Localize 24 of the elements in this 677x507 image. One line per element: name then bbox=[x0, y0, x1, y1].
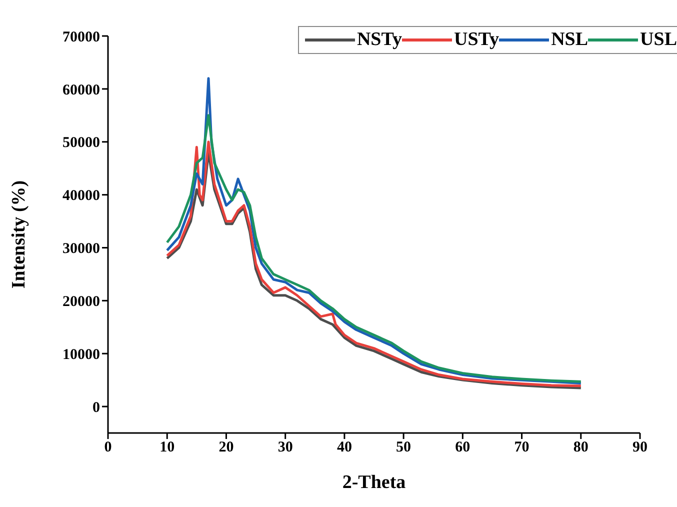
y-tick-label: 10000 bbox=[62, 346, 100, 363]
x-axis-title: 2-Theta bbox=[342, 472, 406, 493]
y-axis-title: Intensity (%) bbox=[8, 180, 30, 289]
x-tick-label: 60 bbox=[455, 440, 470, 456]
y-tick-label: 50000 bbox=[62, 135, 100, 152]
x-tick-label: 90 bbox=[632, 440, 648, 456]
legend-label: NSTy bbox=[356, 29, 402, 51]
x-tick-label: 40 bbox=[336, 440, 352, 456]
y-tick-label: 70000 bbox=[62, 29, 100, 46]
y-tick-label: 60000 bbox=[62, 82, 100, 98]
legend-label: USL bbox=[640, 29, 677, 51]
legend-label: USTy bbox=[454, 29, 500, 51]
y-tick-label: 30000 bbox=[62, 241, 100, 258]
y-tick-label: 40000 bbox=[62, 188, 100, 204]
y-tick-label: 20000 bbox=[62, 294, 100, 310]
x-tick-label: 80 bbox=[573, 440, 588, 456]
y-tick-label: 0 bbox=[92, 400, 100, 416]
x-tick-label: 30 bbox=[278, 440, 293, 456]
legend-label: NSL bbox=[551, 29, 588, 51]
x-tick-label: 50 bbox=[396, 440, 412, 456]
x-tick-label: 10 bbox=[160, 440, 175, 456]
x-tick-label: 0 bbox=[104, 440, 112, 456]
x-tick-label: 70 bbox=[514, 440, 530, 456]
x-tick-label: 20 bbox=[218, 440, 234, 456]
